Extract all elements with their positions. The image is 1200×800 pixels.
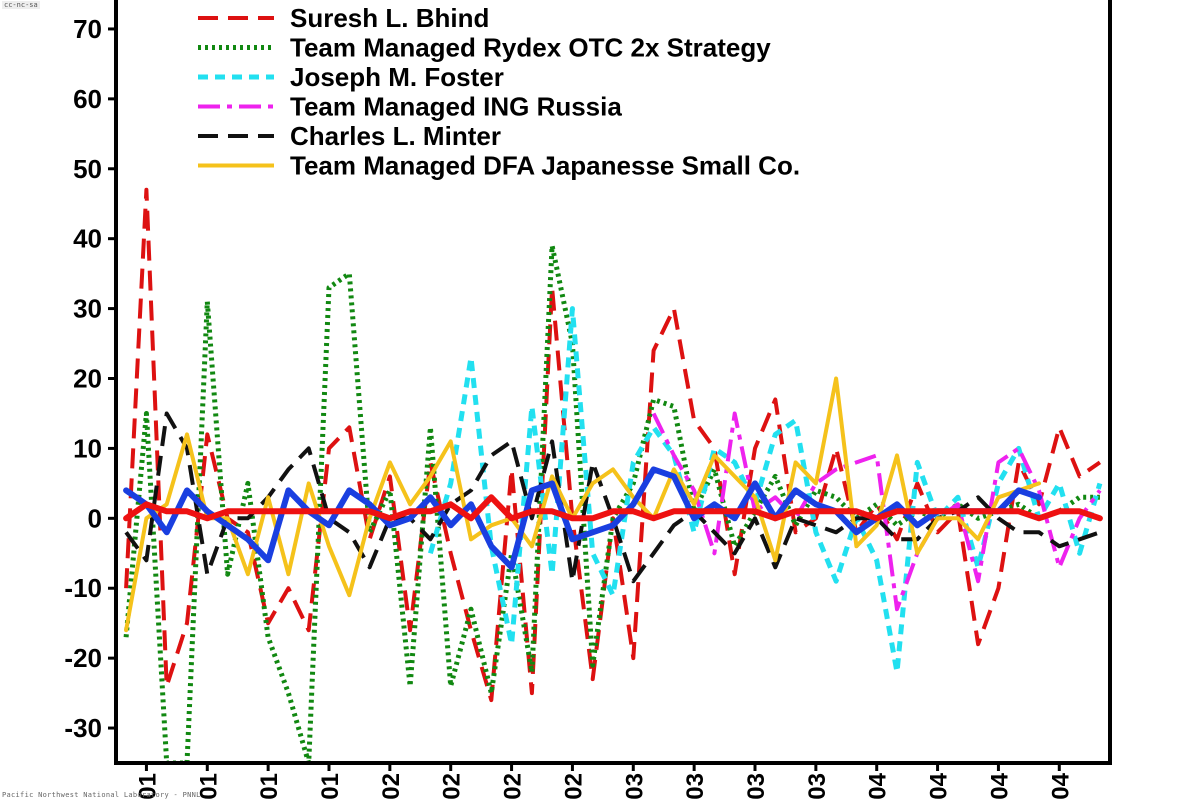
y-tick-label: -20 [64,643,102,673]
legend-label: Team Managed Rydex OTC 2x Strategy [290,33,771,63]
legend-label: Joseph M. Foster [290,62,504,92]
x-tick-label: 02 [560,773,587,800]
series-line-3 [651,411,1102,612]
x-tick-label: 01 [256,773,283,800]
x-tick-label: 03 [804,773,831,800]
legend-label: Team Managed ING Russia [290,92,622,122]
x-tick-label: 01 [195,773,222,800]
y-tick-label: -10 [64,573,102,603]
y-tick-label: 10 [73,433,102,463]
x-tick-label: 01 [317,773,344,800]
y-tick-label: 70 [73,14,102,44]
credit-footer: Pacific Northwest National Laboratory - … [2,791,201,799]
y-tick-label: 30 [73,294,102,324]
x-tick-label: 03 [621,773,648,800]
series-line-2 [427,306,1103,675]
y-tick-label: 50 [73,154,102,184]
y-tick-label: 60 [73,84,102,114]
axes: -30 -20 -10 0 10 20 30 40 50 60 70 01 01 01 01 02 02 02 02… [64,0,1112,800]
license-badge: cc-nc-sa [2,1,40,9]
x-tick-label: 04 [986,772,1013,799]
legend-label: Team Managed DFA Japanesse Small Co. [290,151,800,181]
x-tick-label: 04 [926,772,953,799]
legend-label: Charles L. Minter [290,121,501,151]
x-tick-label: 04 [1047,772,1074,799]
y-tick-label: 20 [73,364,102,394]
x-tick-label: 02 [439,773,466,800]
series-line-6 [123,466,1042,571]
series-lines [123,187,1103,763]
x-tick-label: 02 [500,773,527,800]
legend-label: Suresh L. Bhind [290,3,489,33]
y-tick-label: 40 [73,224,102,254]
series-line-1 [123,243,1100,763]
x-tick-label: 04 [865,772,892,799]
x-tick-label: 03 [682,773,709,800]
x-tick-label: 03 [743,773,770,800]
x-tick-label: 02 [378,773,405,800]
series-line-0 [124,187,1102,703]
y-tick-label: -30 [64,713,102,743]
x-tick-label: 01 [134,773,161,800]
series-line-7 [123,494,1103,522]
y-tick-label: 0 [88,503,102,533]
